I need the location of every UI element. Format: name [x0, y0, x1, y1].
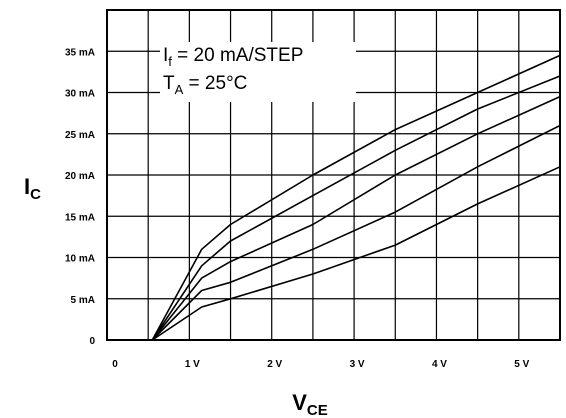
x-tick-label: 1 V	[185, 359, 200, 370]
x-tick-label: 5 V	[514, 359, 529, 370]
annotation: If = 20 mA/STEP TA = 25°C	[160, 42, 356, 102]
y-tick-label: 30 mA	[65, 89, 95, 100]
plot-frame	[106, 9, 561, 341]
x-tick-label: 2 V	[267, 359, 282, 370]
y-tick-label: 25 mA	[65, 130, 95, 141]
y-tick-label: 10 mA	[65, 254, 95, 265]
series-line-1	[151, 54, 561, 341]
y-tick-label: 15 mA	[65, 212, 95, 223]
annotation-background	[160, 42, 356, 102]
x-tick-label: 3 V	[350, 359, 365, 370]
annotation-line-1: If = 20 mA/STEP	[163, 45, 303, 69]
curves	[151, 54, 561, 341]
series-line-5	[151, 166, 561, 341]
series-line-4	[151, 124, 561, 341]
series-line-2	[151, 75, 561, 341]
y-tick-label: 5 mA	[71, 295, 95, 306]
x-tick-label: 0	[112, 359, 118, 370]
y-axis-label: IC	[24, 174, 41, 203]
tick-labels: 0 5 mA 10 mA 15 mA 20 mA 25 mA 30 mA 35 mA 0 1 V 2…	[65, 47, 530, 370]
annotation-line-2: TA = 25°C	[163, 73, 247, 97]
y-tick-label: 20 mA	[65, 171, 95, 182]
series-line-3	[151, 95, 561, 341]
y-tick-label: 0	[89, 336, 95, 347]
x-axis-label: VCE	[292, 390, 328, 418]
x-tick-label: 4 V	[432, 359, 447, 370]
y-tick-label: 35 mA	[65, 47, 95, 58]
